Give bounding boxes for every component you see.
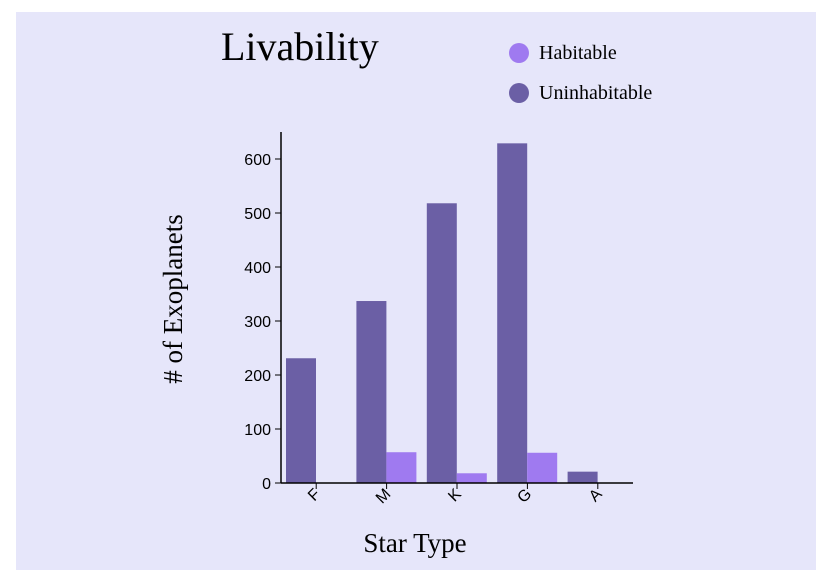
x-tick-label: K (445, 486, 465, 506)
bar-habitable-m (386, 452, 417, 483)
bars (286, 143, 598, 483)
bar-uninhabitable-k (426, 203, 457, 483)
legend: Habitable Uninhabitable (509, 42, 652, 104)
legend-label-uninhabitable: Uninhabitable (539, 82, 652, 104)
x-tick-label: F (305, 486, 324, 505)
bar-chart: Livability Habitable Uninhabitable 0 100 2… (158, 24, 652, 558)
legend-label-habitable: Habitable (539, 42, 617, 64)
legend-swatch-habitable (509, 43, 529, 63)
y-tick-label: 400 (244, 260, 271, 277)
x-tick-label: A (586, 486, 606, 506)
chart-title: Livability (221, 24, 379, 69)
y-axis-ticks: 0 100 200 300 400 500 600 (244, 152, 281, 493)
x-tick-label: M (373, 486, 394, 507)
bar-uninhabitable-f (286, 358, 316, 483)
y-tick-label: 0 (262, 476, 271, 493)
bar-uninhabitable-m (356, 301, 387, 483)
bar-uninhabitable-a (567, 471, 598, 483)
x-axis-label: Star Type (363, 528, 466, 558)
legend-swatch-uninhabitable (509, 83, 529, 103)
bar-habitable-g (527, 452, 558, 483)
y-tick-label: 300 (244, 314, 271, 331)
y-tick-label: 600 (244, 152, 271, 169)
bar-habitable-k (456, 473, 487, 483)
y-tick-label: 500 (244, 206, 271, 223)
x-tick-label: G (514, 486, 535, 507)
y-tick-label: 100 (244, 422, 271, 439)
y-axis-label: # of Exoplanets (158, 214, 188, 383)
y-tick-label: 200 (244, 368, 271, 385)
chart-panel: Livability Habitable Uninhabitable 0 100 2… (16, 12, 816, 570)
bar-uninhabitable-g (497, 143, 528, 483)
